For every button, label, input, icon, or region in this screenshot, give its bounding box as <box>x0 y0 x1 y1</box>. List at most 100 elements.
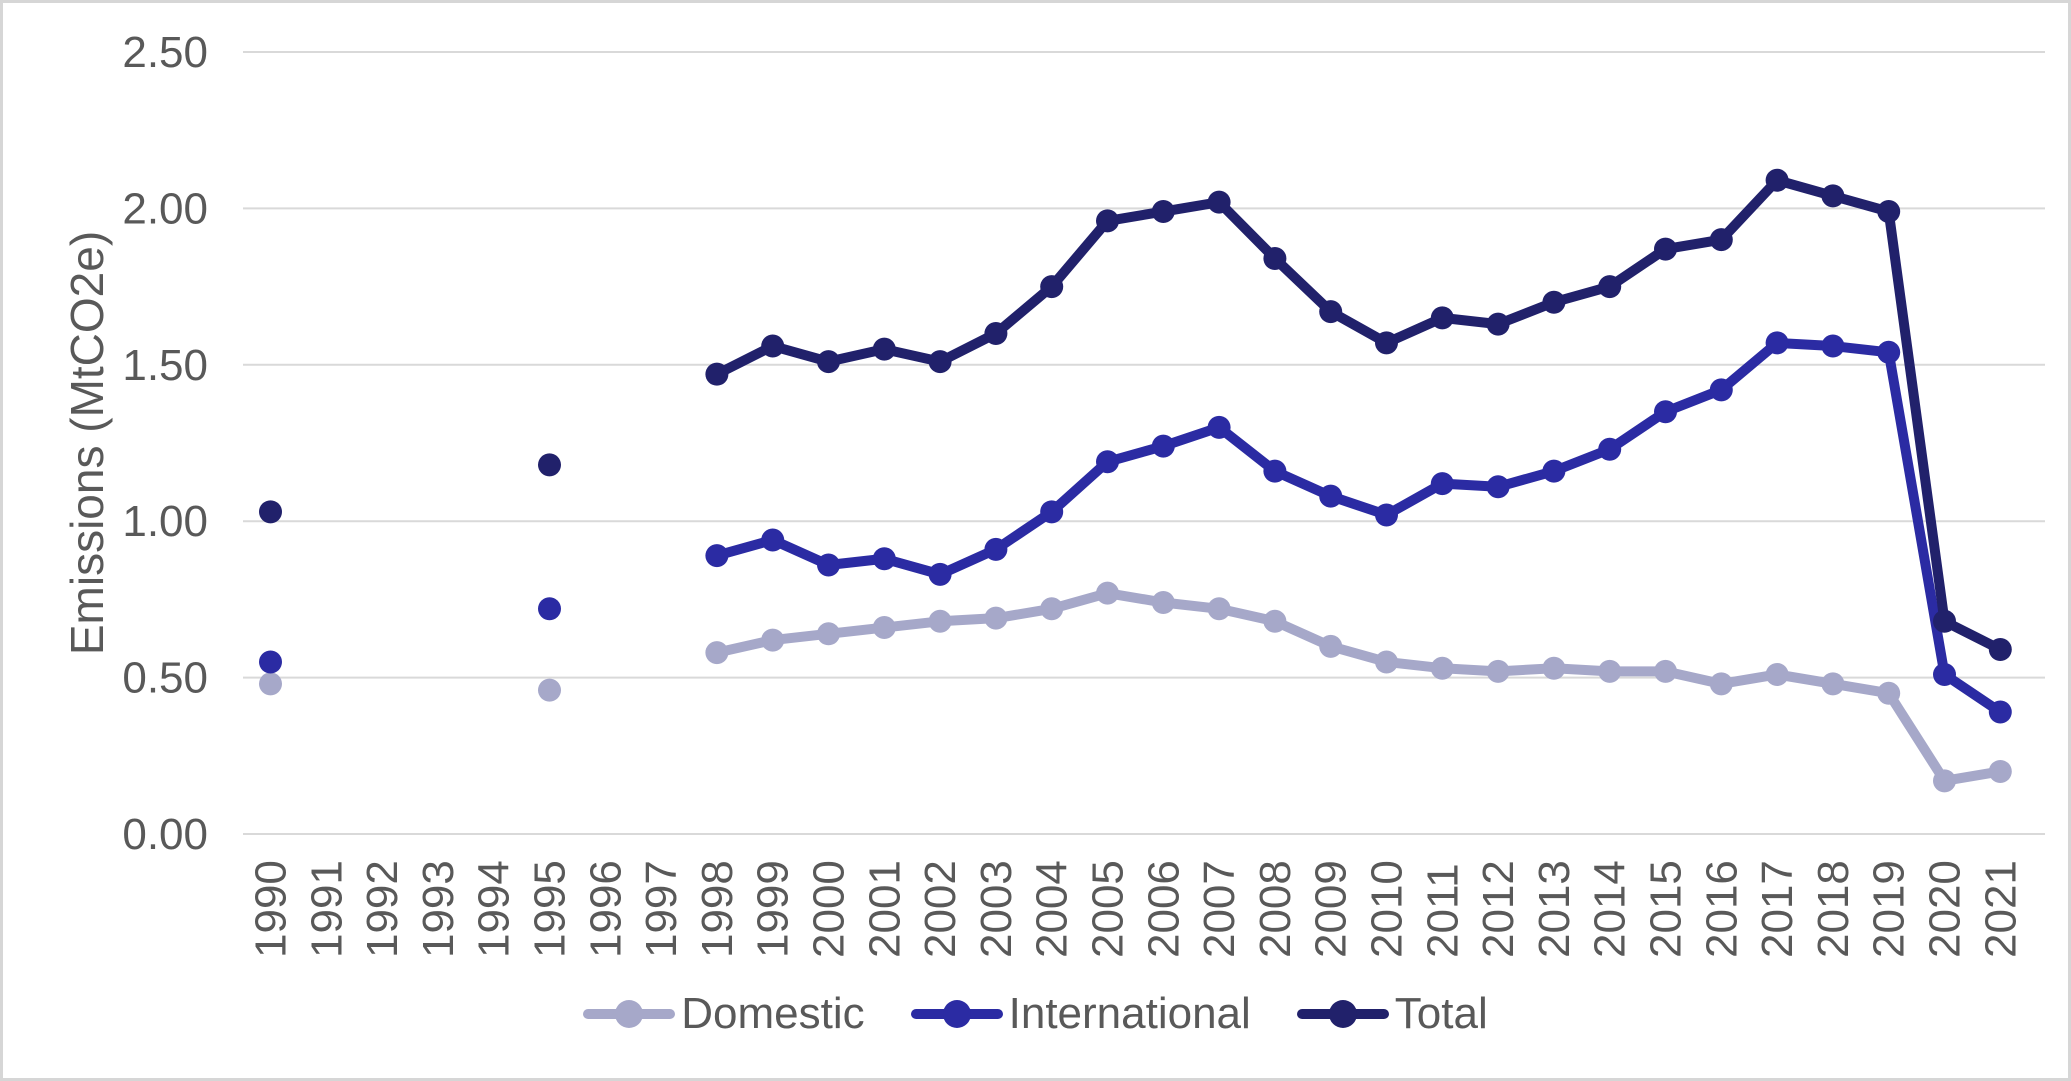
legend-marker-dot-international <box>942 1000 971 1028</box>
data-point-total <box>1096 209 1119 233</box>
data-point-total <box>1151 200 1175 224</box>
data-point-domestic <box>1765 662 1789 686</box>
data-point-total <box>1933 609 1956 633</box>
data-point-total <box>1598 275 1622 299</box>
x-tick-label: 2000 <box>805 860 854 958</box>
y-tick-label: 1.50 <box>122 341 208 390</box>
data-point-international <box>761 528 785 552</box>
data-point-international <box>1263 459 1287 483</box>
series-line-total <box>711 175 2006 655</box>
y-tick-label: 0.00 <box>122 810 208 859</box>
data-point-total <box>928 350 952 374</box>
x-tick-label: 2004 <box>1028 860 1077 958</box>
data-point-total <box>1654 237 1677 261</box>
data-point-total <box>1430 306 1454 330</box>
data-series <box>259 168 2012 793</box>
data-point-domestic <box>1151 591 1175 615</box>
y-axis-title: Emissions (MtCO2e) <box>61 231 113 655</box>
data-point-domestic <box>1207 597 1231 621</box>
x-tick-label: 2001 <box>860 860 909 958</box>
data-point-international <box>1430 472 1454 496</box>
legend-marker-dot-domestic <box>615 1000 644 1028</box>
x-tick-label: 1991 <box>302 860 351 958</box>
data-point-international <box>1096 450 1119 474</box>
legend-item-international: International <box>910 989 1251 1039</box>
data-point-international <box>1319 484 1343 508</box>
x-tick-label: 1990 <box>247 860 296 958</box>
data-point-domestic <box>1988 759 2012 783</box>
legend-marker-line-domestic <box>583 1000 676 1028</box>
data-point-international <box>1151 434 1175 458</box>
data-point-domestic <box>761 628 785 652</box>
data-point-total <box>1375 331 1398 355</box>
data-point-domestic <box>1430 656 1454 680</box>
data-point-domestic <box>1486 659 1510 683</box>
data-point-international <box>1933 662 1956 686</box>
data-point-domestic <box>1821 672 1845 696</box>
x-tick-label: 1998 <box>693 860 742 958</box>
data-point-international <box>705 544 729 568</box>
data-point-domestic <box>928 609 952 633</box>
legend-item-domestic: Domestic <box>583 989 865 1039</box>
series-domestic <box>259 581 2012 793</box>
x-tick-label: 2013 <box>1530 860 1579 958</box>
data-point-international <box>1821 334 1845 358</box>
data-point-total <box>1877 200 1901 224</box>
data-point-international <box>872 547 896 571</box>
data-point-total <box>1319 300 1343 324</box>
x-tick-label: 2008 <box>1251 860 1300 958</box>
x-tick-label: 2017 <box>1753 860 1802 958</box>
x-axis-tick-labels: 1990 1991 1992 1993 1994 1995 1996 1997 1998 1999… <box>247 860 2026 958</box>
data-point-domestic <box>705 641 729 665</box>
y-axis-tick-labels: 0.00 0.50 1.00 1.50 2.00 2.50 <box>122 28 208 859</box>
x-tick-label: 2014 <box>1586 860 1635 958</box>
data-point-domestic <box>1040 597 1064 621</box>
legend-marker-line-international <box>910 1000 1003 1028</box>
legend-marker-line-total <box>1296 1000 1389 1028</box>
data-point-international <box>1375 503 1398 527</box>
data-point-domestic <box>538 678 561 702</box>
x-tick-label: 2021 <box>1976 860 2025 958</box>
data-point-international <box>1765 331 1789 355</box>
data-point-total <box>872 337 896 361</box>
legend: Domestic International Total <box>3 989 2068 1039</box>
x-tick-label: 2010 <box>1363 860 1412 958</box>
series-total <box>259 168 2012 661</box>
series-international <box>259 331 2012 724</box>
data-point-total <box>1765 168 1789 192</box>
data-point-domestic <box>1319 634 1343 658</box>
data-point-international <box>1040 500 1064 524</box>
legend-marker-dot-total <box>1328 1000 1357 1028</box>
legend-label-total: Total <box>1394 989 1488 1038</box>
x-tick-label: 2019 <box>1865 860 1914 958</box>
data-point-international <box>1598 437 1622 461</box>
data-point-international <box>1207 415 1231 439</box>
x-tick-label: 2006 <box>1139 860 1188 958</box>
data-point-domestic <box>1375 650 1398 674</box>
x-tick-label: 2012 <box>1474 860 1523 958</box>
x-tick-label: 1996 <box>581 860 630 958</box>
x-tick-label: 1997 <box>637 860 686 958</box>
y-tick-label: 2.50 <box>122 28 208 77</box>
x-tick-label: 2015 <box>1642 860 1691 958</box>
data-point-international <box>1877 340 1901 364</box>
y-tick-label: 2.00 <box>122 184 208 233</box>
data-point-international <box>538 597 561 621</box>
x-tick-label: 2011 <box>1418 863 1467 958</box>
series-line-domestic <box>711 588 2006 786</box>
x-tick-label: 2003 <box>972 860 1021 958</box>
data-point-total <box>1207 190 1231 214</box>
data-point-total <box>1263 246 1287 270</box>
legend-label-international: International <box>1008 989 1251 1038</box>
data-point-total <box>1040 275 1064 299</box>
data-point-domestic <box>1598 659 1622 683</box>
data-point-international <box>984 537 1008 561</box>
x-tick-label: 2002 <box>916 860 965 958</box>
data-point-domestic <box>259 672 282 696</box>
data-point-total <box>538 453 561 477</box>
data-point-international <box>1486 475 1510 499</box>
x-tick-label: 2020 <box>1921 860 1970 958</box>
data-point-total <box>1542 290 1566 314</box>
y-tick-label: 1.00 <box>122 497 208 546</box>
